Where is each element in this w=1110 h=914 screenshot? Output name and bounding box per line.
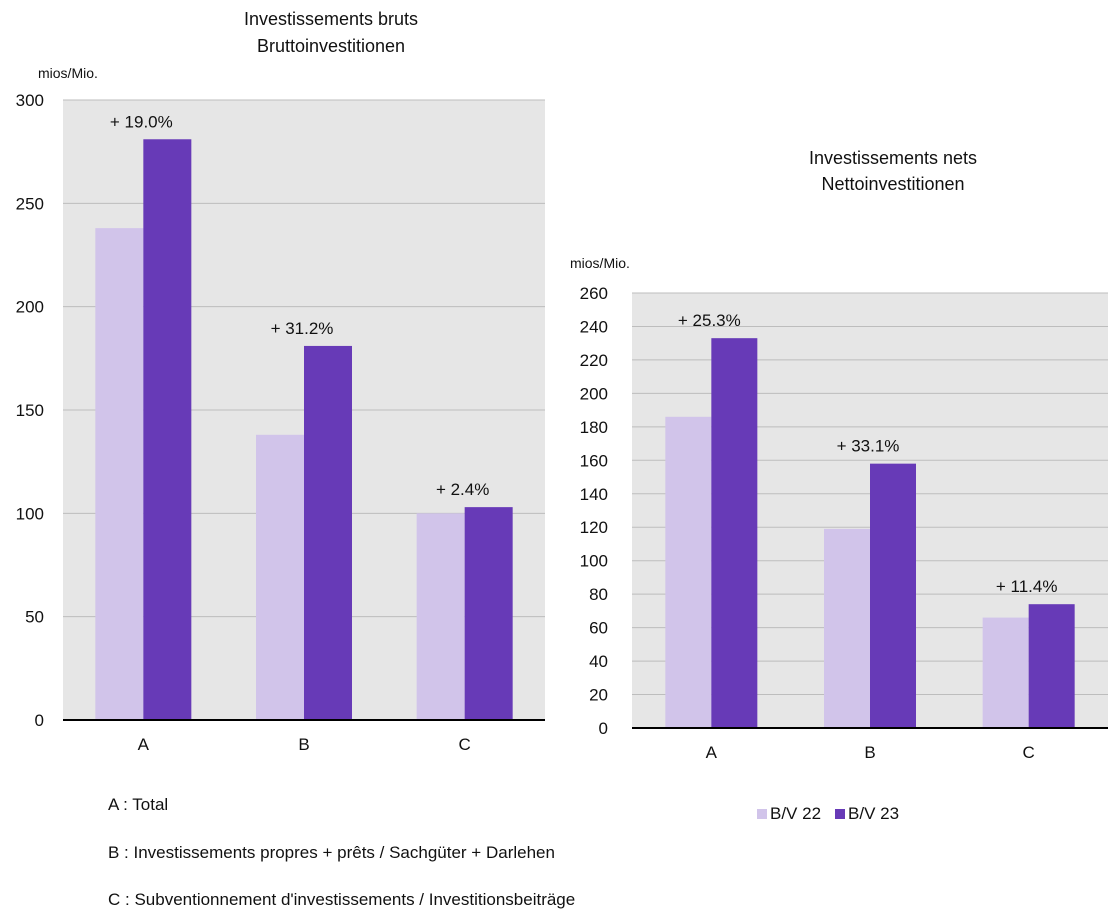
chart2-x-tick-label: A [706,743,718,762]
chart2-growth-label-a: + 25.3% [678,311,741,330]
chart1-title: Investissements bruts [244,9,418,29]
chart1-bar-a-2022 [95,228,144,720]
chart1-growth-label-b: + 31.2% [271,319,334,338]
legend-swatch-2022 [757,809,767,819]
legend-item-2023: B/V 23 [835,804,899,824]
chart1-x-tick-label: B [298,735,309,754]
legend: B/V 22 B/V 23 [757,804,899,824]
chart2-y-tick-label: 220 [580,351,608,370]
note-c: C : Subventionnement d'investissements /… [108,890,576,909]
chart2-bar-b-2022 [824,528,870,728]
chart2-bar-a-2023 [711,338,758,728]
chart1-bar-b-2022 [256,434,304,720]
chart2-subtitle: Nettoinvestitionen [821,174,964,194]
chart2-y-tick-label: 260 [580,284,608,303]
legend-item-2022: B/V 22 [757,804,821,824]
chart2-y-tick-label: 180 [580,418,608,437]
chart2-y-tick-label: 20 [589,686,608,705]
chart2-y-tick-label: 120 [580,518,608,537]
chart1-y-tick-label: 100 [16,504,44,523]
chart1-x-tick-label: C [459,735,471,754]
chart1-bar-c-2022 [416,513,465,720]
chart2-growth-label-b: + 33.1% [837,437,900,456]
chart2-y-tick-label: 200 [580,384,608,403]
note-a: A : Total [108,795,169,814]
chart2-bar-b-2023 [870,463,916,728]
chart1-growth-label-a: + 19.0% [110,112,173,131]
chart2-unit-label: mios/Mio. [570,255,630,271]
chart1-bar-b-2023 [304,345,352,720]
chart2-growth-label-c: + 11.4% [996,577,1058,596]
chart1-growth-label-c: + 2.4% [436,480,489,499]
chart2-title: Investissements nets [809,148,977,168]
chart2-y-tick-label: 100 [580,552,608,571]
chart2-y-tick-label: 140 [580,485,608,504]
chart1-x-tick-label: A [138,735,150,754]
chart1-y-tick-label: 300 [16,91,44,110]
note-b: B : Investissements propres + prêts / Sa… [108,843,555,862]
chart1-y-tick-label: 150 [16,401,44,420]
chart2-y-tick-label: 240 [580,317,608,336]
legend-label-2023: B/V 23 [848,804,900,823]
legend-label-2022: B/V 22 [770,804,822,823]
chart2-bar-a-2022 [665,416,712,728]
chart2-y-tick-label: 80 [589,585,608,604]
chart2-y-tick-label: 60 [589,619,608,638]
chart1-y-tick-label: 0 [35,711,44,730]
chart2-y-tick-label: 0 [599,719,608,738]
legend-swatch-2023 [835,809,846,819]
chart1-bar-c-2023 [464,507,513,720]
chart1-y-tick-label: 50 [25,608,44,627]
chart2-x-tick-label: B [864,743,875,762]
chart2-bar-c-2023 [1028,604,1075,728]
chart1-subtitle: Bruttoinvestitionen [257,36,405,56]
chart2-x-tick-label: C [1023,743,1035,762]
chart2-y-tick-label: 40 [589,652,608,671]
chart1-bar-a-2023 [143,139,192,720]
chart2-bar-c-2022 [982,617,1029,728]
chart1-y-tick-label: 200 [16,298,44,317]
chart1-unit-label: mios/Mio. [38,65,98,81]
chart1-y-tick-label: 250 [16,194,44,213]
chart2-y-tick-label: 160 [580,451,608,470]
